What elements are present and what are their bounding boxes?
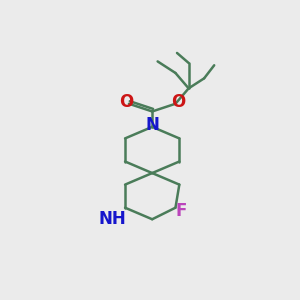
Text: O: O: [171, 93, 186, 111]
Text: NH: NH: [99, 210, 127, 228]
Text: O: O: [119, 93, 133, 111]
Text: F: F: [176, 202, 187, 220]
Text: N: N: [145, 116, 159, 134]
